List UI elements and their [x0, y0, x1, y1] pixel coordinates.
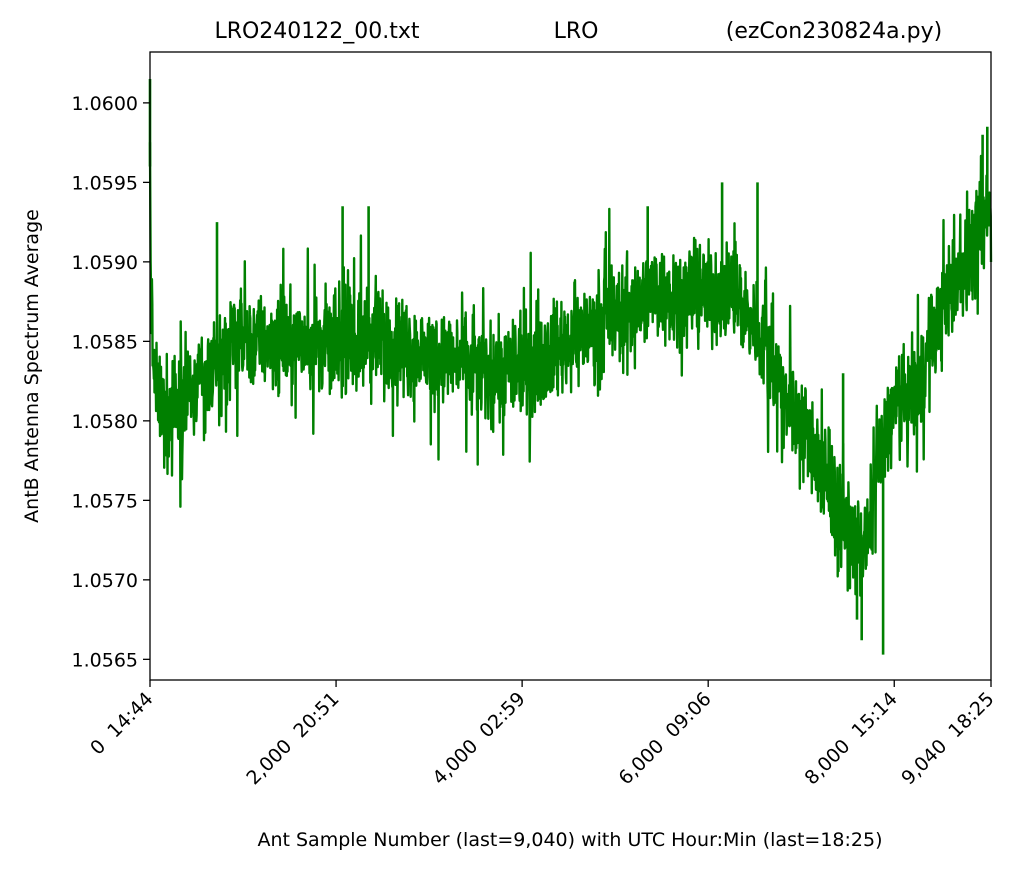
y-axis: 1.0565 1.0570 1.0575 1.0580 1.0585 1.0590 1.05…: [72, 93, 150, 671]
x-axis-label: Ant Sample Number (last=9,040) with UTC …: [257, 829, 882, 851]
y-tick-label: 1.0570: [72, 570, 138, 592]
chart-title-left: LRO240122_00.txt: [214, 19, 419, 44]
y-tick-label: 1.0595: [72, 172, 138, 194]
y-tick-label: 1.0580: [72, 411, 138, 433]
series-line: [148, 142, 993, 597]
y-tick-label: 1.0585: [72, 331, 138, 353]
y-tick-label: 1.0565: [72, 649, 138, 671]
y-tick-label: 1.0575: [72, 490, 138, 512]
y-tick-label: 1.0590: [72, 252, 138, 274]
chart-title-right: (ezCon230824a.py): [726, 19, 942, 44]
axes-frame: [149, 51, 992, 681]
y-tick-label: 1.0600: [72, 93, 138, 115]
chart-title-center: LRO: [554, 19, 599, 44]
y-axis-label: AntB Antenna Spectrum Average: [21, 209, 43, 523]
